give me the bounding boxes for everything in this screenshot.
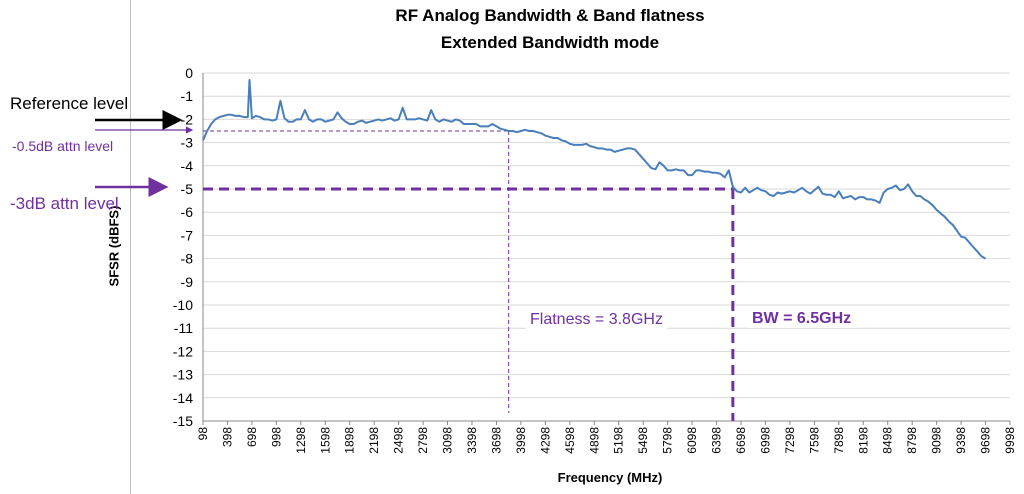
x-tick-label: 9398 [954, 427, 968, 454]
x-tick-label: 7298 [783, 427, 797, 454]
x-tick-label: 98 [196, 427, 210, 441]
x-tick-label: 7598 [807, 427, 821, 454]
x-tick-label: 3698 [489, 427, 503, 454]
y-tick-label: -2 [181, 111, 194, 127]
y-tick-label: -9 [181, 274, 194, 290]
y-tick-label: -13 [173, 367, 193, 383]
x-tick-label: 3998 [514, 427, 528, 454]
y-tick-label: -4 [181, 158, 194, 174]
x-tick-label: 998 [269, 427, 283, 447]
x-axis-label: Frequency (MHz) [557, 470, 663, 485]
x-tick-label: 8198 [856, 427, 870, 454]
x-tick-label: 1598 [318, 427, 332, 454]
x-tick-label: 5198 [612, 427, 626, 454]
y-tick-label: 0 [185, 65, 193, 81]
x-tick-label: 1298 [294, 427, 308, 454]
y-tick-label: -15 [173, 413, 193, 429]
x-tick-label: 9998 [1003, 427, 1017, 454]
y-tick-label: -12 [173, 343, 193, 359]
y-tick-label: -3 [181, 135, 194, 151]
left-divider-line [130, 0, 131, 494]
chart-subtitle: Extended Bandwidth mode [440, 33, 660, 52]
x-tick-label: 5498 [636, 427, 650, 454]
x-tick-label: 3098 [441, 427, 455, 454]
x-tick-label: 3398 [465, 427, 479, 454]
x-tick-label: 7898 [832, 427, 846, 454]
x-tick-label: 1898 [343, 427, 357, 454]
x-tick-label: 398 [220, 427, 234, 447]
chart-title: RF Analog Bandwidth & Band flatness [395, 6, 705, 25]
x-tick-label: 4298 [538, 427, 552, 454]
reference-level-annotation: Reference level [10, 94, 129, 113]
x-tick-label: 6398 [710, 427, 724, 454]
y-tick-label: -10 [173, 297, 193, 313]
y-tick-label: -8 [181, 251, 194, 267]
x-tick-label: 4898 [587, 427, 601, 454]
bw-annotation: BW = 6.5GHz [748, 310, 856, 328]
x-tick-label: 2798 [416, 427, 430, 454]
x-tick-label: 5798 [661, 427, 675, 454]
x-tick-label: 2498 [392, 427, 406, 454]
y-tick-label: -1 [181, 88, 194, 104]
y-tick-label: -5 [181, 181, 194, 197]
series-line [202, 79, 986, 260]
x-tick-label: 6998 [758, 427, 772, 454]
attn-3-annotation: -3dB attn level [10, 194, 119, 213]
x-tick-label: 8798 [905, 427, 919, 454]
y-tick-label: -6 [181, 204, 194, 220]
y-tick-label: -7 [181, 227, 194, 243]
attn-05-annotation: -0.5dB attn level [12, 138, 114, 154]
x-tick-label: 9698 [979, 427, 993, 454]
x-tick-label: 2198 [367, 427, 381, 454]
x-tick-label: 8498 [881, 427, 895, 454]
y-tick-label: -11 [174, 320, 193, 336]
x-tick-label: 6098 [685, 427, 699, 454]
x-tick-label: 698 [245, 427, 259, 447]
y-tick-label: -14 [173, 390, 193, 406]
flatness-annotation: Flatness = 3.8GHz [526, 311, 667, 329]
x-tick-label: 4598 [563, 427, 577, 454]
x-tick-label: 6698 [734, 427, 748, 454]
x-tick-label: 9098 [930, 427, 944, 454]
